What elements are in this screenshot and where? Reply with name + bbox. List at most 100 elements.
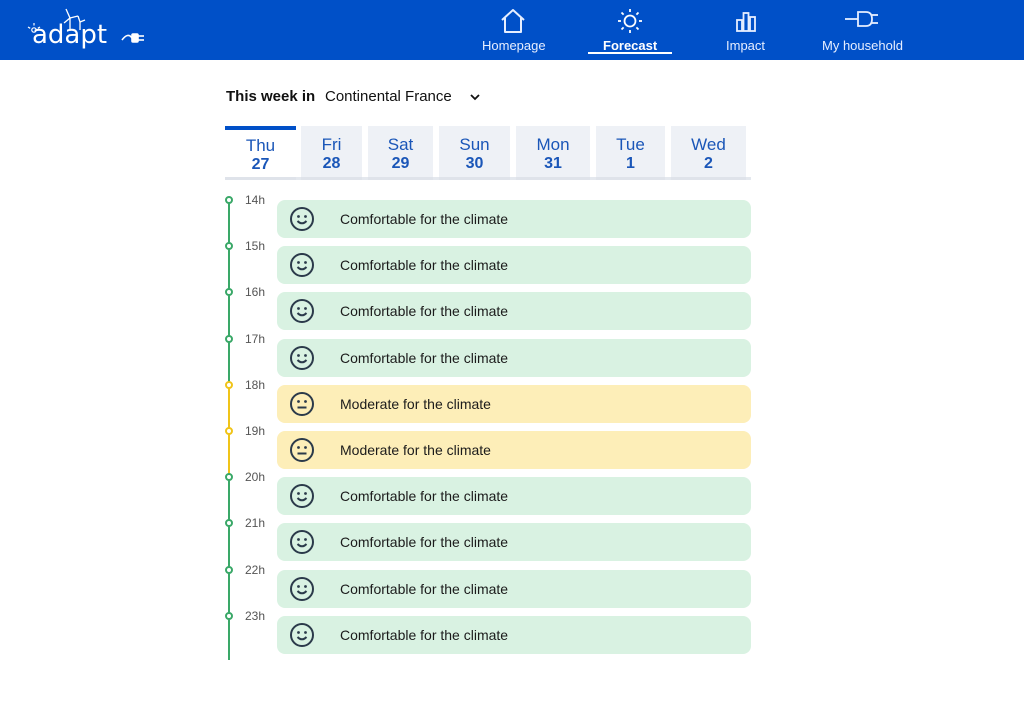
day-tab-fri[interactable]: Fri 28 [301,126,362,180]
hour-label: 20h [245,470,266,484]
chevron-down-icon [470,94,480,101]
smiley-face-icon [290,253,314,277]
day-tab-sat[interactable]: Sat 29 [368,126,433,180]
nav-impact-label: Impact [726,38,766,53]
location-dropdown[interactable]: Continental France [325,86,485,108]
top-navigation-bar: adapt Homepage Forecast [0,0,1024,60]
slot-status-text: Comfortable for the climate [340,211,509,227]
day-name: Sun [459,135,490,154]
timeline-segment [228,431,230,477]
nav-forecast[interactable]: Forecast [588,0,672,60]
timeline-dot [225,519,233,527]
timeline-segment [228,570,230,616]
forecast-slot-moderate[interactable]: Moderate for the climate [277,385,751,423]
forecast-slot-comfortable[interactable]: Comfortable for the climate [277,292,751,330]
forecast-slot-comfortable[interactable]: Comfortable for the climate [277,523,751,561]
smiley-face-icon [290,299,314,323]
hour-label: 23h [245,609,266,623]
hour-label: 15h [245,239,266,253]
timeline-segment [228,523,230,569]
nav-impact[interactable]: Impact [718,0,774,60]
hour-label: 14h [245,193,266,207]
forecast-slot-comfortable[interactable]: Comfortable for the climate [277,200,751,238]
day-tab-wed[interactable]: Wed 2 [671,126,746,180]
neutral-face-icon [290,438,314,462]
adapt-logo[interactable]: adapt [26,6,150,52]
timeline-dot [225,381,233,389]
day-number: 29 [391,155,410,172]
day-number: 28 [322,155,341,172]
smiley-face-icon [290,623,314,647]
timeline-segment [228,385,230,431]
slot-status-text: Comfortable for the climate [340,257,509,273]
hour-label: 22h [245,563,266,577]
slot-status-text: Comfortable for the climate [340,488,509,504]
day-name: Tue [616,135,645,154]
forecast-slot-comfortable[interactable]: Comfortable for the climate [277,339,751,377]
timeline-dot [225,473,233,481]
day-name: Thu [245,136,276,155]
neutral-face-icon [290,392,314,416]
nav-forecast-label: Forecast [603,38,658,53]
forecast-slot-comfortable[interactable]: Comfortable for the climate [277,246,751,284]
day-tab-tue[interactable]: Tue 1 [596,126,665,180]
day-name: Wed [691,135,726,154]
week-label: This week in [226,88,316,105]
timeline-dot [225,242,233,250]
smiley-face-icon [290,530,314,554]
timeline-segment [228,339,230,385]
slot-status-text: Moderate for the climate [340,442,491,458]
forecast-slot-comfortable[interactable]: Comfortable for the climate [277,570,751,608]
timeline-dot [225,288,233,296]
timeline-dot [225,335,233,343]
slot-status-text: Comfortable for the climate [340,350,509,366]
slot-status-text: Comfortable for the climate [340,534,509,550]
nav-homepage-label: Homepage [482,38,546,53]
timeline-dot [225,196,233,204]
logo-text: adapt [32,20,108,50]
day-name: Fri [321,135,342,154]
day-name: Sat [387,135,414,154]
hour-label: 21h [245,516,266,530]
day-tab-thu[interactable]: Thu 27 [225,126,296,180]
timeline-segment [228,292,230,338]
day-name: Mon [536,135,570,154]
forecast-slot-moderate[interactable]: Moderate for the climate [277,431,751,469]
forecast-slot-comfortable[interactable]: Comfortable for the climate [277,616,751,654]
timeline-dot [225,427,233,435]
home-icon [501,9,525,33]
timeline-dot [225,566,233,574]
location-selected-value: Continental France [325,88,452,105]
timeline-dot [225,612,233,620]
hour-label: 17h [245,332,266,346]
hour-label: 16h [245,285,266,299]
wind-turbine-icon [27,8,144,43]
nav-my-household[interactable]: My household [816,0,906,60]
sun-icon [618,9,642,33]
forecast-slot-comfortable[interactable]: Comfortable for the climate [277,477,751,515]
smiley-face-icon [290,577,314,601]
smiley-face-icon [290,346,314,370]
slot-status-text: Comfortable for the climate [340,627,509,643]
smiley-face-icon [290,207,314,231]
bar-chart-icon [736,12,756,32]
hour-label: 19h [245,424,266,438]
timeline-segment [228,477,230,523]
day-tab-sun[interactable]: Sun 30 [439,126,510,180]
plug-icon [845,11,878,27]
timeline-segment [228,246,230,292]
slot-status-text: Comfortable for the climate [340,303,509,319]
active-tab-underline [588,52,672,54]
nav-homepage[interactable]: Homepage [474,0,552,60]
day-number: 30 [465,155,484,172]
nav-my-household-label: My household [822,38,903,53]
timeline-segment [228,616,230,660]
day-number: 2 [704,155,713,172]
hour-label: 18h [245,378,266,392]
timeline-segment [228,200,230,246]
slot-status-text: Comfortable for the climate [340,581,509,597]
smiley-face-icon [290,484,314,508]
day-tab-mon[interactable]: Mon 31 [516,126,590,180]
day-number: 27 [251,156,270,173]
day-number: 31 [544,155,562,172]
